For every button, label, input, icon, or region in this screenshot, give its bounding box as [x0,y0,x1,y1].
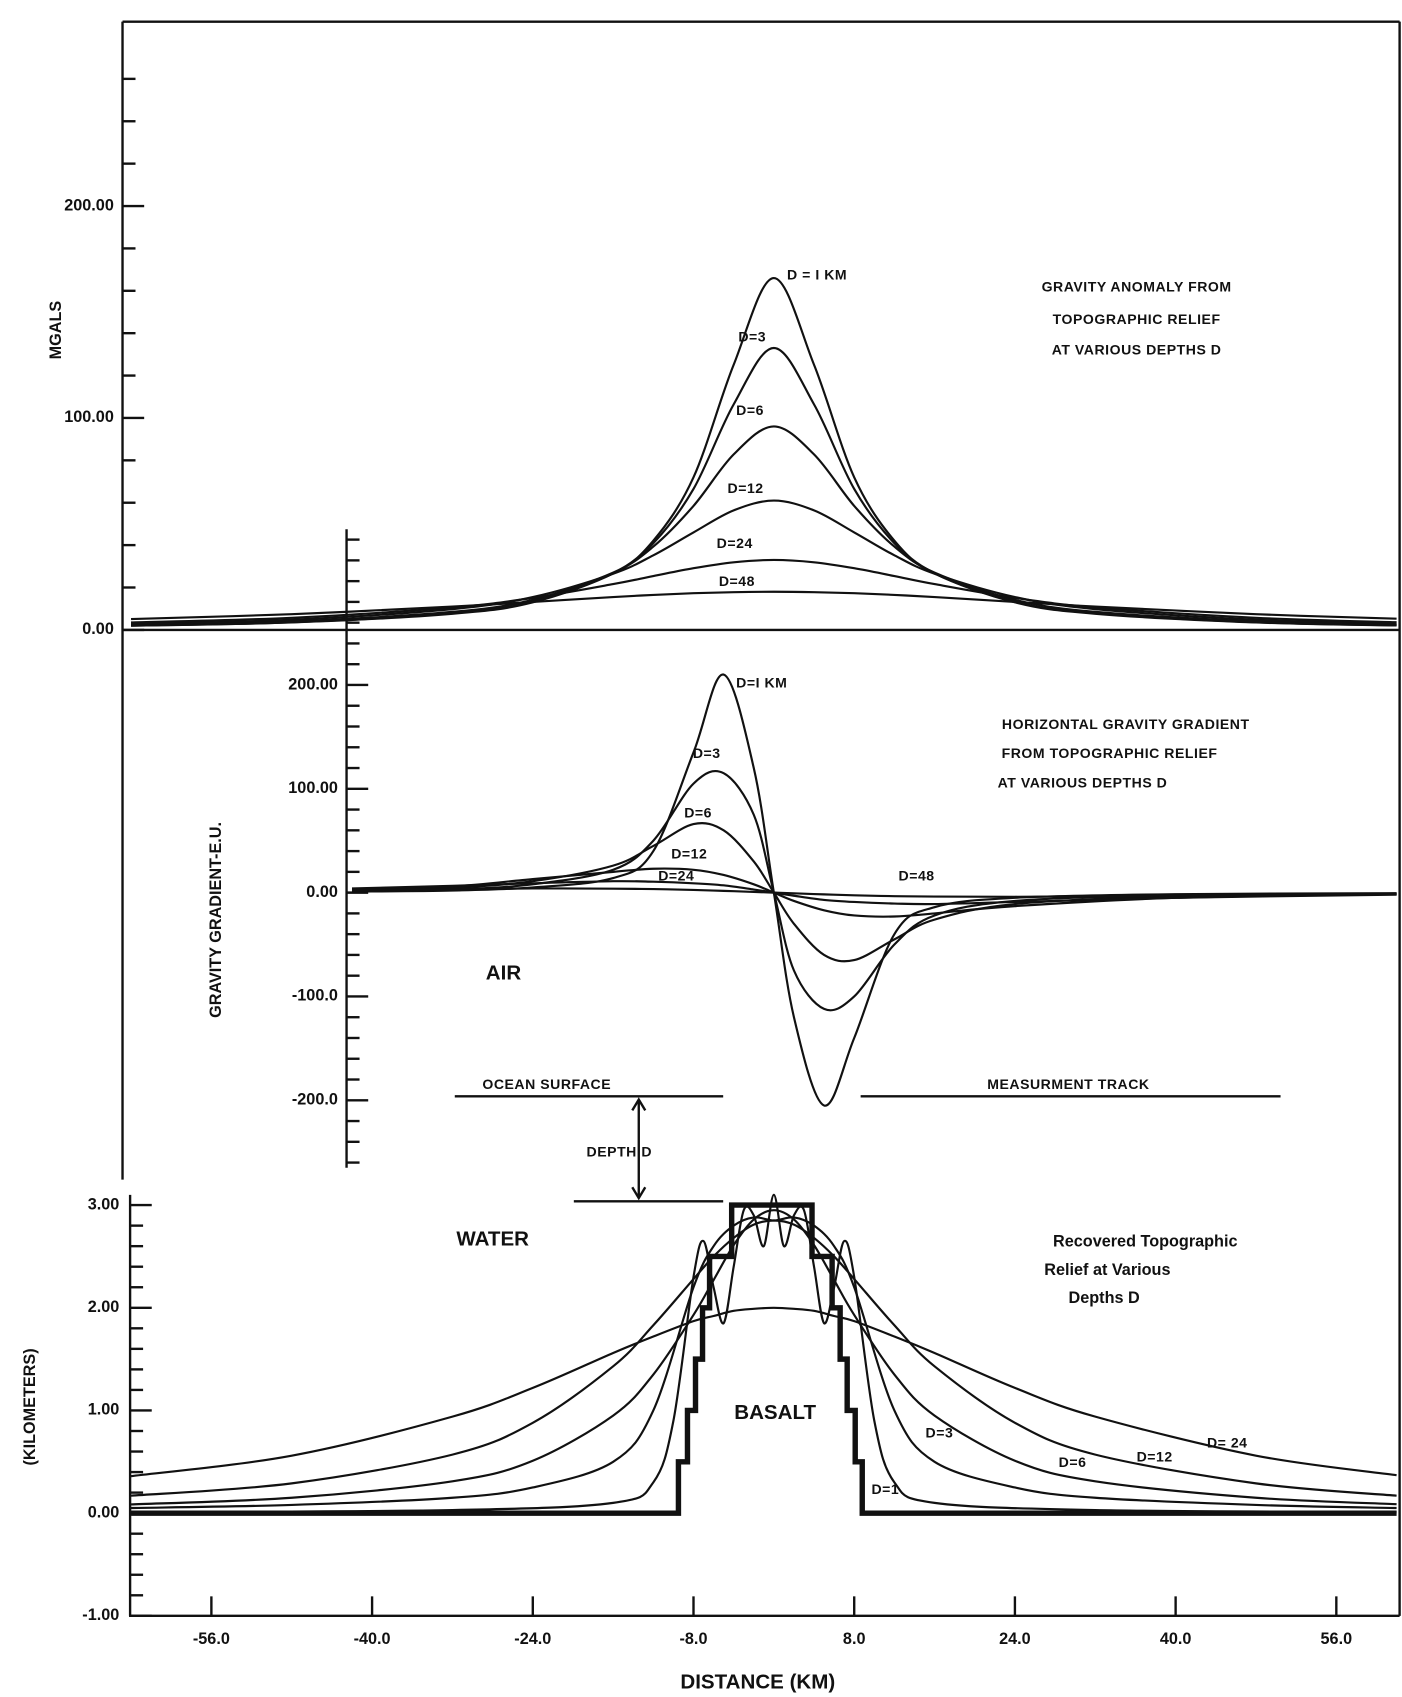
x-tick-label: -40.0 [354,1630,391,1648]
y-tick-label: 200.00 [64,196,114,214]
annotation: AIR [486,961,522,984]
curve [131,346,1397,627]
curve [351,887,1397,898]
curve-label: D=12 [728,480,764,496]
y-tick-label: 0.00 [82,620,114,638]
curve [131,425,1397,627]
curve [351,880,1397,906]
curve [351,867,1397,918]
annotation: Recovered Topographic [1053,1233,1237,1251]
x-label: DISTANCE (KM) [680,1670,835,1693]
x-tick-label: 8.0 [843,1630,866,1648]
curve [131,499,1397,626]
curve [351,822,1397,963]
curve-label: D=24 [658,867,694,883]
curve [130,1219,1397,1497]
y-tick-label: 0.00 [88,1503,120,1521]
curve-label: D=3 [693,745,721,761]
y-tick-label: 3.00 [88,1195,120,1213]
curve-label: D=12 [671,846,707,862]
annotation: HORIZONTAL GRAVITY GRADIENT [1002,716,1250,732]
y-label: (KILOMETERS) [21,1348,39,1465]
y-tick-label: -100.0 [292,987,338,1005]
profile-line [131,1202,1397,1516]
annotation: FROM TOPOGRAPHIC RELIEF [1002,745,1218,761]
annotation: AT VARIOUS DEPTHS D [1052,341,1222,357]
y-tick-label: -200.0 [292,1091,338,1109]
curve-label: D=48 [719,573,755,589]
x-tick-label: -24.0 [514,1630,551,1648]
curve-label: D = I KM [787,267,847,283]
curve-label: D=6 [684,805,712,821]
annotation: OCEAN SURFACE [482,1076,611,1092]
curve-label: D=1 [871,1481,899,1497]
annotation: TOPOGRAPHIC RELIEF [1053,311,1221,327]
y-tick-label: -1.00 [82,1606,119,1624]
annotation: Depths D [1069,1289,1140,1307]
curve [130,1306,1397,1478]
y-tick-label: 1.00 [88,1401,120,1419]
curve-label: D=I KM [736,675,787,691]
annotation: BASALT [734,1401,816,1424]
x-tick-label: -56.0 [193,1630,230,1648]
curve-label: D=48 [899,867,935,883]
curve [130,1209,1397,1506]
annotation: AT VARIOUS DEPTHS D [998,774,1168,790]
curve [351,769,1397,1012]
curve-label: D=3 [738,328,766,344]
curve-label: D=24 [717,535,753,551]
curve [131,1216,1397,1510]
x-tick-label: -8.0 [680,1630,708,1648]
curve [351,673,1397,1107]
curve-label: D= 24 [1207,1434,1248,1450]
curve-label: D=12 [1137,1449,1173,1465]
y-tick-label: 200.00 [288,675,338,693]
x-tick-label: 24.0 [999,1630,1031,1648]
y-tick-label: 2.00 [88,1298,120,1316]
annotation: MEASURMENT TRACK [987,1076,1150,1092]
x-tick-label: 56.0 [1321,1630,1353,1648]
y-tick-label: 0.00 [306,883,338,901]
y-tick-label: 100.00 [288,779,338,797]
curve-label: D=3 [926,1425,954,1441]
y-tick-label: 100.00 [64,408,114,426]
annotation: GRAVITY ANOMALY FROM [1042,279,1232,295]
annotation: WATER [456,1228,529,1251]
annotation: Relief at Various [1044,1261,1170,1279]
annotation: DEPTH D [587,1143,652,1159]
curve-label: D=6 [736,402,764,418]
y-label: MGALS [47,301,65,360]
curve-label: D=6 [1059,1454,1087,1470]
curve [131,1193,1397,1514]
x-tick-label: 40.0 [1160,1630,1192,1648]
arrow-heads [631,1097,647,1201]
curve [130,590,1397,621]
y-label: GRAVITY GRADIENT-E.U. [207,822,225,1018]
